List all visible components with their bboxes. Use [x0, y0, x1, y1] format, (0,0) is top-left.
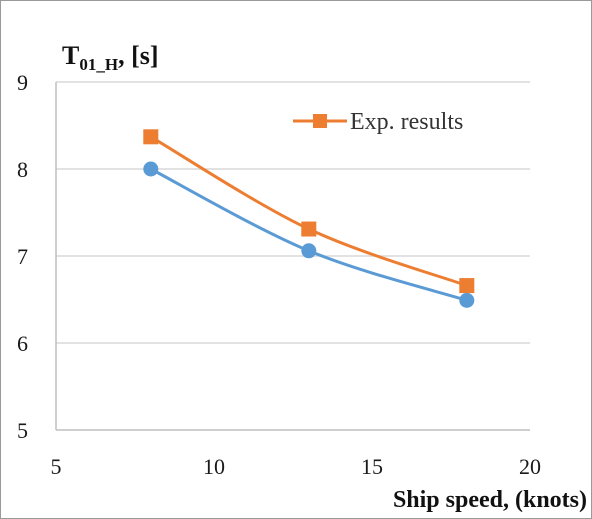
y-tick-labels: 5 6 7 8 9: [17, 70, 28, 443]
data-point-circle: [301, 243, 317, 259]
legend: Exp. results: [293, 109, 463, 135]
data-point-circle: [143, 161, 159, 177]
x-tick-label: 5: [51, 454, 62, 479]
y-axis-label: T01_H, [s]: [62, 41, 159, 74]
y-tick-label: 8: [17, 157, 28, 182]
data-point-square: [459, 278, 475, 294]
data-point-square: [301, 221, 317, 237]
y-tick-label: 5: [17, 418, 28, 443]
y-axis-label-main: T: [62, 41, 79, 70]
y-axis-label-subscript: 01_H: [79, 55, 118, 74]
x-tick-label: 15: [361, 454, 383, 479]
series-lines: [150, 135, 468, 302]
x-tick-labels: 5 10 15 20: [51, 454, 542, 479]
y-tick-label: 7: [17, 244, 28, 269]
y-tick-label: 6: [17, 331, 28, 356]
x-tick-label: 20: [519, 454, 541, 479]
gridlines: [56, 81, 530, 344]
series-markers: [143, 129, 475, 308]
data-point-circle: [459, 292, 475, 308]
x-tick-label: 10: [203, 454, 225, 479]
y-axis-label-unit: , [s]: [118, 41, 158, 70]
y-tick-label: 9: [17, 70, 28, 95]
x-axis-label: Ship speed, (knots): [393, 487, 587, 513]
legend-marker-exp-results: [313, 114, 327, 128]
data-point-square: [143, 129, 159, 145]
series-line-1: [150, 135, 468, 287]
legend-label-exp-results: Exp. results: [350, 109, 463, 135]
